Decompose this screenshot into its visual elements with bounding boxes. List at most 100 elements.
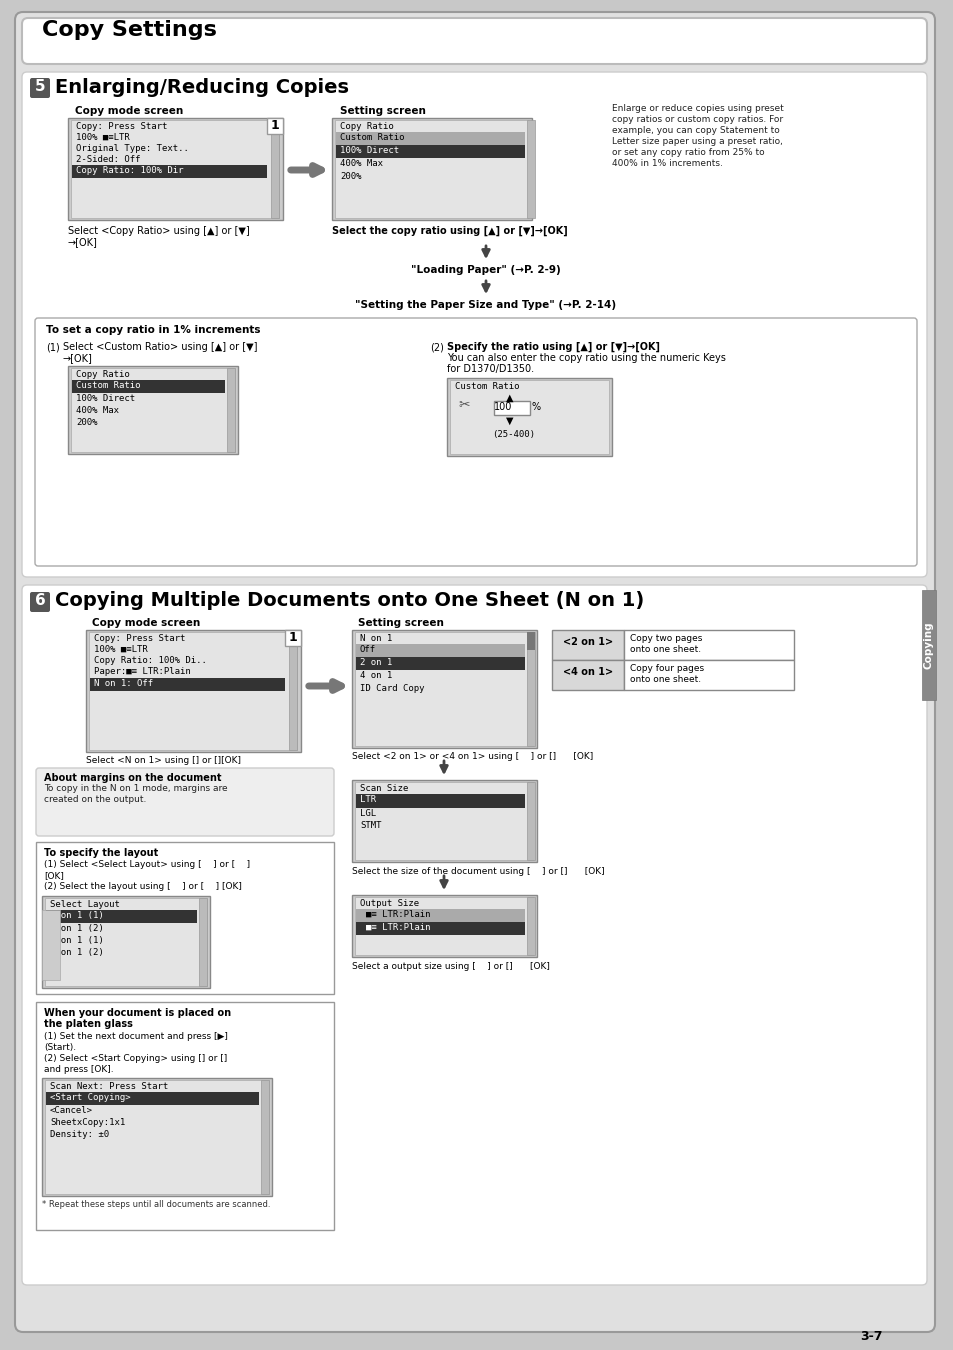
- Text: ID Card Copy: ID Card Copy: [359, 684, 424, 693]
- Text: →[OK]: →[OK]: [63, 352, 92, 363]
- Text: About margins on the document: About margins on the document: [44, 774, 221, 783]
- Bar: [261, 1080, 269, 1193]
- Text: for D1370/D1350.: for D1370/D1350.: [447, 364, 534, 374]
- Bar: [526, 896, 535, 954]
- Text: (1): (1): [46, 342, 60, 352]
- FancyBboxPatch shape: [15, 12, 934, 1332]
- Bar: [36, 1002, 334, 1230]
- Text: To copy in the N on 1 mode, margins are: To copy in the N on 1 mode, margins are: [44, 784, 228, 792]
- Text: Custom Ratio: Custom Ratio: [339, 134, 404, 142]
- Text: onto one sheet.: onto one sheet.: [629, 645, 700, 653]
- Text: Copy mode screen: Copy mode screen: [91, 618, 200, 628]
- Text: <2 on 1>: <2 on 1>: [562, 637, 613, 647]
- Bar: [355, 794, 524, 809]
- Text: or set any copy ratio from 25% to: or set any copy ratio from 25% to: [612, 148, 763, 157]
- Text: 400% in 1% increments.: 400% in 1% increments.: [612, 159, 722, 167]
- Bar: [46, 910, 196, 923]
- Bar: [355, 644, 524, 657]
- Bar: [355, 632, 533, 747]
- FancyBboxPatch shape: [22, 18, 926, 63]
- Text: %: %: [532, 402, 540, 412]
- Text: ■≡ LTR:Plain: ■≡ LTR:Plain: [366, 923, 430, 932]
- Text: Custom Ratio: Custom Ratio: [455, 382, 519, 391]
- Text: "Loading Paper" (→P. 2-9): "Loading Paper" (→P. 2-9): [411, 265, 560, 275]
- FancyBboxPatch shape: [22, 585, 926, 1285]
- Text: (2): (2): [430, 342, 443, 352]
- Bar: [355, 922, 524, 936]
- Text: Copy Ratio: Copy Ratio: [76, 370, 130, 379]
- Text: [OK]: [OK]: [44, 871, 64, 880]
- Text: 6: 6: [34, 593, 46, 608]
- Bar: [526, 782, 535, 860]
- Text: Scan Size: Scan Size: [359, 784, 408, 792]
- Text: (1) Set the next document and press [▶]: (1) Set the next document and press [▶]: [44, 1031, 228, 1041]
- Text: Copy Settings: Copy Settings: [42, 20, 216, 40]
- Text: (25-400): (25-400): [492, 431, 535, 439]
- Text: Copy two pages: Copy two pages: [629, 634, 701, 643]
- Text: 1: 1: [289, 630, 297, 644]
- Text: Select the copy ratio using [▲] or [▼]→[OK]: Select the copy ratio using [▲] or [▼]→[…: [332, 225, 567, 236]
- Text: Scan Next: Press Start: Scan Next: Press Start: [50, 1081, 168, 1091]
- Bar: [71, 120, 278, 217]
- Text: Select <2 on 1> or <4 on 1> using [    ] or []      [OK]: Select <2 on 1> or <4 on 1> using [ ] or…: [352, 752, 593, 761]
- Text: Copying Multiple Documents onto One Sheet (N on 1): Copying Multiple Documents onto One Shee…: [55, 591, 643, 610]
- Text: Select Layout: Select Layout: [50, 900, 120, 909]
- Text: 200%: 200%: [76, 418, 97, 427]
- Bar: [36, 842, 334, 994]
- Text: 2 on 1 (1): 2 on 1 (1): [50, 911, 104, 919]
- Bar: [335, 132, 524, 144]
- Text: and press [OK].: and press [OK].: [44, 1065, 113, 1075]
- Bar: [89, 632, 296, 751]
- Text: 100% ■≡LTR: 100% ■≡LTR: [76, 134, 130, 142]
- Bar: [68, 117, 283, 220]
- Text: * Repeat these steps until all documents are scanned.: * Repeat these steps until all documents…: [42, 1200, 271, 1210]
- Bar: [355, 909, 524, 922]
- Text: 400% Max: 400% Max: [76, 406, 119, 414]
- Bar: [355, 657, 524, 670]
- Text: Copy: Press Start: Copy: Press Start: [94, 634, 185, 643]
- Text: Off: Off: [359, 645, 375, 653]
- Text: 200%: 200%: [339, 171, 361, 181]
- Text: 100: 100: [494, 402, 512, 412]
- Text: N on 1: Off: N on 1: Off: [94, 679, 153, 688]
- Bar: [352, 780, 537, 863]
- Text: You can also enter the copy ratio using the numeric Keys: You can also enter the copy ratio using …: [447, 352, 725, 363]
- Text: ▼: ▼: [506, 416, 514, 427]
- Text: 100% ■≡LTR: 100% ■≡LTR: [94, 645, 148, 653]
- Text: 4 on 1: 4 on 1: [359, 671, 392, 680]
- Text: →[OK]: →[OK]: [68, 238, 98, 247]
- Bar: [526, 632, 535, 747]
- Bar: [271, 120, 278, 217]
- Text: (Start).: (Start).: [44, 1044, 76, 1052]
- FancyBboxPatch shape: [22, 72, 926, 576]
- Text: Copy four pages: Copy four pages: [629, 664, 703, 674]
- Bar: [71, 379, 225, 393]
- FancyBboxPatch shape: [36, 768, 334, 836]
- Text: Select <Copy Ratio> using [▲] or [▼]: Select <Copy Ratio> using [▲] or [▼]: [68, 225, 250, 236]
- Text: created on the output.: created on the output.: [44, 795, 146, 805]
- Text: <Start Copying>: <Start Copying>: [50, 1094, 131, 1102]
- FancyBboxPatch shape: [30, 593, 50, 612]
- Bar: [332, 117, 532, 220]
- Bar: [227, 369, 234, 452]
- Bar: [335, 144, 524, 158]
- Bar: [199, 898, 207, 985]
- FancyBboxPatch shape: [30, 78, 50, 99]
- Text: Custom Ratio: Custom Ratio: [76, 381, 140, 390]
- Text: ■≡ LTR:Plain: ■≡ LTR:Plain: [366, 910, 430, 919]
- Text: "Setting the Paper Size and Type" (→P. 2-14): "Setting the Paper Size and Type" (→P. 2…: [355, 300, 616, 310]
- Text: <4 on 1>: <4 on 1>: [562, 667, 613, 676]
- Bar: [71, 165, 267, 178]
- Text: 100% Direct: 100% Direct: [339, 146, 398, 155]
- Text: 1: 1: [271, 119, 279, 132]
- Text: 2 on 1: 2 on 1: [359, 657, 392, 667]
- Text: Paper:■≡ LTR:Plain: Paper:■≡ LTR:Plain: [94, 667, 191, 676]
- Text: Enlarging/Reducing Copies: Enlarging/Reducing Copies: [55, 78, 349, 97]
- Text: 2 on 1 (2): 2 on 1 (2): [50, 923, 104, 933]
- Text: Original Type: Text..: Original Type: Text..: [76, 144, 189, 153]
- Text: 5: 5: [34, 80, 45, 94]
- Text: Letter size paper using a preset ratio,: Letter size paper using a preset ratio,: [612, 136, 782, 146]
- Text: Select <N on 1> using [] or [][OK]: Select <N on 1> using [] or [][OK]: [86, 756, 241, 765]
- Text: Density: ±0: Density: ±0: [50, 1130, 109, 1139]
- Text: Copy mode screen: Copy mode screen: [75, 107, 183, 116]
